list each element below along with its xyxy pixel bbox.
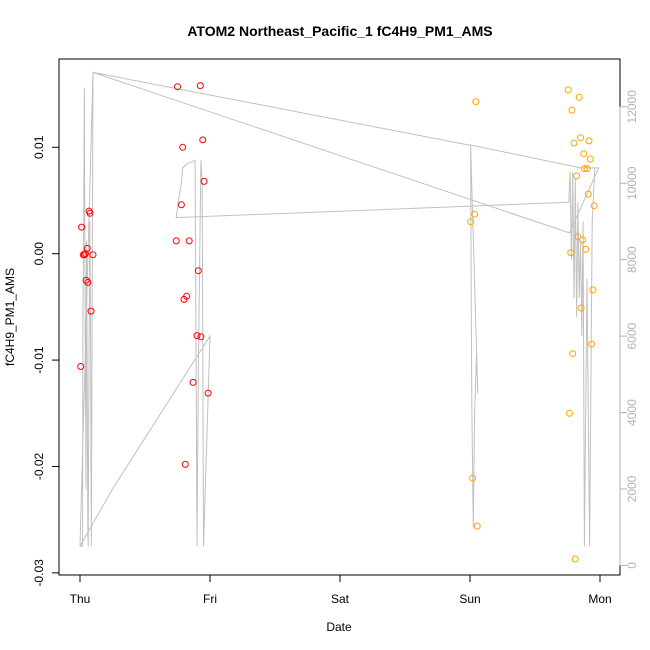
data-point [174, 83, 181, 91]
data-point [183, 292, 191, 300]
y2-tick-label: 12000 [625, 90, 639, 124]
data-point [81, 251, 88, 259]
data-point [199, 136, 207, 144]
data-point [82, 276, 90, 284]
data-point [571, 555, 579, 563]
x-axis-label: Date [326, 620, 352, 634]
data-point [194, 267, 202, 275]
data-point [577, 134, 584, 142]
data-point [570, 139, 578, 147]
data-point [200, 177, 208, 185]
y-tick-label: 0.00 [32, 242, 46, 266]
data-point [196, 82, 204, 90]
chart-title: ATOM2 Northeast_Pacific_1 fC4H9_PM1_AMS [187, 23, 492, 39]
data-point [177, 201, 185, 209]
data-point [77, 363, 85, 370]
y2-tick-label: 6000 [625, 322, 639, 349]
y-axis-label: fC4H9_PM1_AMS [3, 268, 17, 366]
y2-tick-label: 8000 [625, 246, 639, 273]
data-point [84, 278, 92, 286]
x-tick-label: Sun [459, 592, 480, 606]
data-point [569, 350, 577, 358]
data-point [78, 223, 86, 231]
points-layer [77, 82, 598, 563]
data-point [567, 249, 575, 257]
y2-tick-label: 0 [625, 562, 639, 569]
x-tick-label: Sat [331, 592, 350, 606]
data-point [575, 93, 583, 101]
plot-area-frame [58, 58, 621, 576]
data-point [469, 474, 477, 482]
data-point [573, 172, 581, 180]
data-point [580, 150, 588, 158]
y2-tick-label: 10000 [625, 166, 639, 200]
data-point [204, 389, 212, 397]
data-point [564, 86, 572, 94]
data-point [181, 460, 189, 468]
data-point [189, 378, 197, 386]
data-point [87, 307, 95, 315]
y-tick-label: -0.03 [32, 559, 46, 587]
data-point [471, 210, 479, 218]
x-tick-label: Fri [203, 592, 217, 606]
data-point [582, 245, 590, 253]
data-point [585, 137, 593, 145]
data-point [185, 237, 193, 245]
data-point [89, 251, 97, 259]
x-tick-label: Mon [588, 592, 611, 606]
data-point [179, 143, 187, 151]
y-tick-label: -0.02 [32, 452, 46, 480]
y-axis-right: 0 2000 4000 6000 8000 10000 12000 [619, 90, 639, 569]
data-point [574, 233, 582, 241]
y-axis-left: -0.03 -0.02 -0.01 0.00 0.01 [32, 135, 60, 587]
data-point [86, 209, 94, 217]
data-point [473, 522, 481, 530]
data-point [577, 304, 585, 312]
data-point [172, 237, 180, 245]
data-point [193, 332, 201, 340]
x-axis: Thu Fri Sat Sun Mon [70, 574, 612, 606]
data-point [568, 106, 576, 114]
data-point [566, 409, 573, 417]
data-point [580, 165, 588, 173]
data-point [83, 244, 91, 252]
data-point [197, 333, 205, 341]
secondary-line-layer [79, 71, 600, 547]
data-point [589, 286, 597, 294]
data-point [583, 165, 591, 173]
data-point [472, 98, 480, 106]
data-point [579, 236, 586, 244]
data-point [467, 218, 475, 226]
secondary-series-line [79, 71, 600, 547]
y-tick-label: -0.01 [32, 346, 46, 374]
y2-tick-label: 2000 [625, 475, 639, 502]
data-point [588, 340, 595, 348]
y-tick-label: 0.01 [32, 135, 46, 159]
data-point [584, 190, 592, 198]
data-point [586, 155, 594, 163]
x-tick-label: Thu [70, 592, 91, 606]
y2-tick-label: 4000 [625, 399, 639, 426]
data-point [590, 202, 598, 210]
